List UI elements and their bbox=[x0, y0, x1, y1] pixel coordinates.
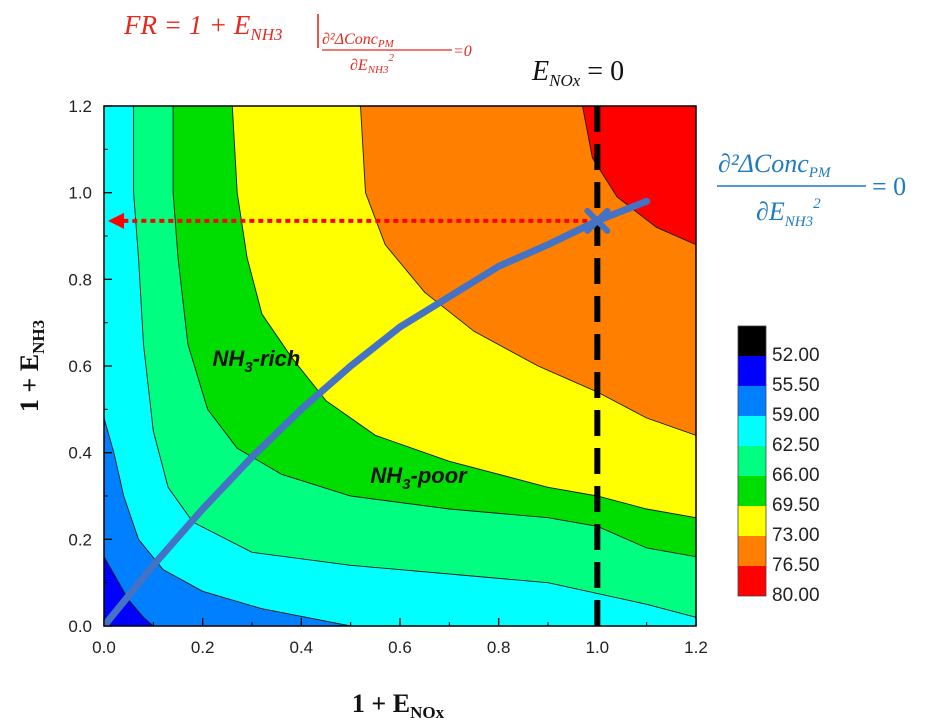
y-tick-label: 0.8 bbox=[68, 270, 92, 289]
x-tick-label: 0.2 bbox=[191, 638, 215, 657]
contour-band bbox=[360, 106, 696, 626]
fr-condition-equals: =0 bbox=[453, 43, 472, 60]
colorbar-swatch bbox=[738, 506, 766, 536]
colorbar-swatch bbox=[738, 446, 766, 476]
y-tick-label: 1.2 bbox=[68, 97, 92, 116]
second-derivative-numerator: ∂²ΔConcPM bbox=[718, 149, 832, 181]
enox-zero-annotation: ENOx = 0 bbox=[531, 56, 624, 90]
colorbar-swatch bbox=[738, 356, 766, 386]
contour-line bbox=[104, 417, 351, 626]
colorbar: 52.00 55.50 59.00 62.50 66.00 69.50 73.00 76.50… bbox=[737, 325, 820, 606]
colorbar-swatch bbox=[738, 386, 766, 416]
colorbar-label: 80.00 bbox=[772, 585, 820, 606]
y-tick-label: 0.0 bbox=[68, 617, 92, 636]
colorbar-label: 76.50 bbox=[772, 555, 820, 576]
x-axis-title: 1 + ENOx bbox=[352, 689, 445, 720]
x-tick-label: 1.0 bbox=[586, 638, 610, 657]
colorbar-swatch bbox=[738, 416, 766, 446]
colorbar-label: 69.50 bbox=[772, 495, 820, 516]
colorbar-label: 52.00 bbox=[772, 345, 820, 366]
colorbar-label: 55.50 bbox=[772, 375, 820, 396]
axes: 0.0 0.2 0.4 0.6 0.8 1.0 1.2 0.0 0.2 0.4 0.6 0.8 1.0 1… bbox=[68, 97, 707, 657]
x-tick-label: 0.8 bbox=[487, 638, 511, 657]
region-label: NH3-rich bbox=[213, 346, 301, 376]
y-tick-label: 0.6 bbox=[68, 357, 92, 376]
y-tick-label: 1.0 bbox=[68, 184, 92, 203]
colorbar-label: 62.50 bbox=[772, 435, 820, 456]
fr-condition-denominator: ∂ENH32 bbox=[350, 52, 394, 76]
colorbar-swatch bbox=[738, 326, 766, 356]
colorbar-frame bbox=[737, 325, 767, 597]
overlay-layer: NH3-rich NH3-poor bbox=[104, 106, 651, 626]
y-axis-title: 1 + ENH3 bbox=[15, 320, 48, 412]
region-label: NH3-poor bbox=[370, 463, 468, 493]
second-derivative-annotation: ∂²ΔConcPM = 0 ∂ENH32 bbox=[717, 149, 906, 230]
y-tick-label: 0.2 bbox=[68, 530, 92, 549]
colorbar-swatch bbox=[738, 536, 766, 566]
x-tick-label: 0.4 bbox=[290, 638, 314, 657]
fr-formula-text: FR = 1 + ENH3 bbox=[123, 10, 283, 44]
contour-fill-layer bbox=[104, 106, 696, 626]
fr-condition-numerator: ∂²ΔConcPM bbox=[322, 31, 395, 50]
intersection-marker bbox=[584, 207, 611, 234]
contour-band bbox=[582, 106, 696, 626]
colorbar-label: 59.00 bbox=[772, 405, 820, 426]
x-tick-label: 0.6 bbox=[388, 638, 412, 657]
x-tick-label: 1.2 bbox=[684, 638, 708, 657]
fr-formula-annotation: FR = 1 + ENH3 ∂²ΔConcPM =0 ∂ENH32 bbox=[123, 10, 472, 76]
second-derivative-denominator: ∂ENH32 bbox=[756, 196, 821, 230]
y-tick-label: 0.4 bbox=[68, 444, 92, 463]
second-derivative-equals: = 0 bbox=[872, 172, 906, 201]
colorbar-swatch bbox=[738, 566, 766, 596]
contour-line bbox=[360, 106, 696, 436]
contour-line bbox=[582, 106, 696, 246]
fr-curve bbox=[104, 197, 651, 626]
arrowhead bbox=[108, 212, 124, 229]
contour-line bbox=[231, 106, 696, 519]
x-tick-label: 0.0 bbox=[92, 638, 116, 657]
colorbar-label: 73.00 bbox=[772, 525, 820, 546]
colorbar-label: 66.00 bbox=[772, 465, 820, 486]
colorbar-swatch bbox=[738, 476, 766, 506]
